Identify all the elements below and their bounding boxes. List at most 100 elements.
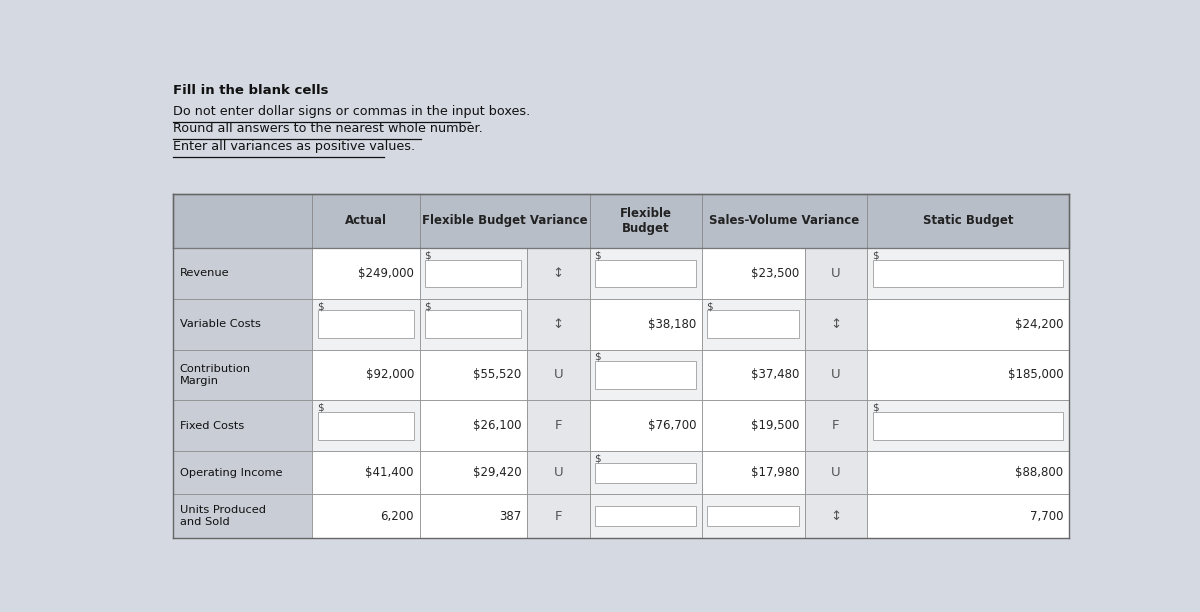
Text: $: $ bbox=[707, 301, 713, 311]
Bar bbox=[702, 494, 805, 537]
Bar bbox=[173, 248, 312, 299]
Bar bbox=[707, 310, 799, 338]
Text: F: F bbox=[833, 419, 840, 432]
Bar bbox=[420, 349, 527, 400]
Text: $26,100: $26,100 bbox=[473, 419, 522, 432]
Text: Flexible
Budget: Flexible Budget bbox=[619, 207, 672, 235]
Bar bbox=[312, 248, 420, 299]
Text: $: $ bbox=[317, 301, 323, 311]
Text: 6,200: 6,200 bbox=[380, 510, 414, 523]
Bar bbox=[527, 248, 589, 299]
Text: $: $ bbox=[594, 352, 601, 362]
Text: ↕: ↕ bbox=[830, 510, 841, 523]
Text: Units Produced
and Sold: Units Produced and Sold bbox=[180, 506, 265, 527]
Bar bbox=[420, 494, 527, 537]
Bar bbox=[595, 463, 696, 483]
Text: Contribution
Margin: Contribution Margin bbox=[180, 364, 251, 386]
Text: Revenue: Revenue bbox=[180, 268, 229, 278]
Bar bbox=[312, 299, 420, 349]
Bar bbox=[173, 193, 1069, 248]
Bar bbox=[527, 299, 589, 349]
Text: $19,500: $19,500 bbox=[751, 419, 799, 432]
Text: 387: 387 bbox=[499, 510, 522, 523]
Bar bbox=[312, 349, 420, 400]
Bar bbox=[589, 494, 702, 537]
Bar bbox=[868, 248, 1069, 299]
Text: $: $ bbox=[594, 453, 601, 464]
Text: 7,700: 7,700 bbox=[1030, 510, 1063, 523]
Bar bbox=[868, 451, 1069, 494]
Bar bbox=[872, 412, 1063, 439]
Bar bbox=[595, 506, 696, 526]
Bar bbox=[872, 259, 1063, 287]
Bar bbox=[805, 451, 868, 494]
Text: Variable Costs: Variable Costs bbox=[180, 319, 260, 329]
Text: ↕: ↕ bbox=[830, 318, 841, 330]
Bar bbox=[805, 400, 868, 451]
Bar bbox=[589, 299, 702, 349]
Text: $37,480: $37,480 bbox=[751, 368, 799, 381]
Bar bbox=[420, 451, 527, 494]
Text: $92,000: $92,000 bbox=[366, 368, 414, 381]
Text: $: $ bbox=[872, 403, 878, 412]
Bar bbox=[805, 248, 868, 299]
Bar bbox=[420, 248, 527, 299]
Bar bbox=[173, 451, 312, 494]
Text: Enter all variances as positive values.: Enter all variances as positive values. bbox=[173, 140, 415, 154]
Bar bbox=[589, 349, 702, 400]
Bar bbox=[868, 400, 1069, 451]
Text: Actual: Actual bbox=[344, 214, 386, 227]
Bar bbox=[595, 259, 696, 287]
Bar bbox=[868, 494, 1069, 537]
Text: U: U bbox=[553, 368, 563, 381]
Bar bbox=[589, 400, 702, 451]
Text: Flexible Budget Variance: Flexible Budget Variance bbox=[422, 214, 588, 227]
Bar bbox=[805, 299, 868, 349]
Text: $41,400: $41,400 bbox=[366, 466, 414, 479]
Text: Sales-Volume Variance: Sales-Volume Variance bbox=[709, 214, 859, 227]
Text: ↕: ↕ bbox=[553, 267, 564, 280]
Bar bbox=[173, 494, 312, 537]
Text: ↕: ↕ bbox=[553, 318, 564, 330]
Text: $: $ bbox=[872, 250, 878, 260]
Bar bbox=[425, 259, 522, 287]
Text: $88,800: $88,800 bbox=[1015, 466, 1063, 479]
Text: U: U bbox=[832, 466, 841, 479]
Bar bbox=[868, 349, 1069, 400]
Bar bbox=[318, 412, 414, 439]
Text: $17,980: $17,980 bbox=[750, 466, 799, 479]
Bar bbox=[527, 400, 589, 451]
Bar bbox=[702, 248, 805, 299]
Text: $23,500: $23,500 bbox=[751, 267, 799, 280]
Bar bbox=[312, 494, 420, 537]
Bar bbox=[527, 451, 589, 494]
Bar bbox=[805, 494, 868, 537]
Bar bbox=[702, 451, 805, 494]
Bar bbox=[318, 310, 414, 338]
Bar bbox=[527, 494, 589, 537]
Bar bbox=[707, 506, 799, 526]
Bar bbox=[312, 451, 420, 494]
Text: $185,000: $185,000 bbox=[1008, 368, 1063, 381]
Text: $: $ bbox=[317, 403, 323, 412]
Text: U: U bbox=[832, 267, 841, 280]
Text: $: $ bbox=[424, 301, 431, 311]
Bar bbox=[173, 299, 312, 349]
Text: Operating Income: Operating Income bbox=[180, 468, 282, 478]
Bar bbox=[595, 361, 696, 389]
Text: $38,180: $38,180 bbox=[648, 318, 696, 330]
Bar bbox=[589, 248, 702, 299]
Bar bbox=[312, 400, 420, 451]
Bar bbox=[702, 400, 805, 451]
Text: $29,420: $29,420 bbox=[473, 466, 522, 479]
Text: $24,200: $24,200 bbox=[1015, 318, 1063, 330]
Text: $249,000: $249,000 bbox=[358, 267, 414, 280]
Text: Round all answers to the nearest whole number.: Round all answers to the nearest whole n… bbox=[173, 122, 482, 135]
Text: Static Budget: Static Budget bbox=[923, 214, 1013, 227]
Text: U: U bbox=[553, 466, 563, 479]
Bar bbox=[805, 349, 868, 400]
Text: F: F bbox=[554, 419, 562, 432]
Text: $: $ bbox=[424, 250, 431, 260]
Text: F: F bbox=[554, 510, 562, 523]
Text: $: $ bbox=[594, 250, 601, 260]
